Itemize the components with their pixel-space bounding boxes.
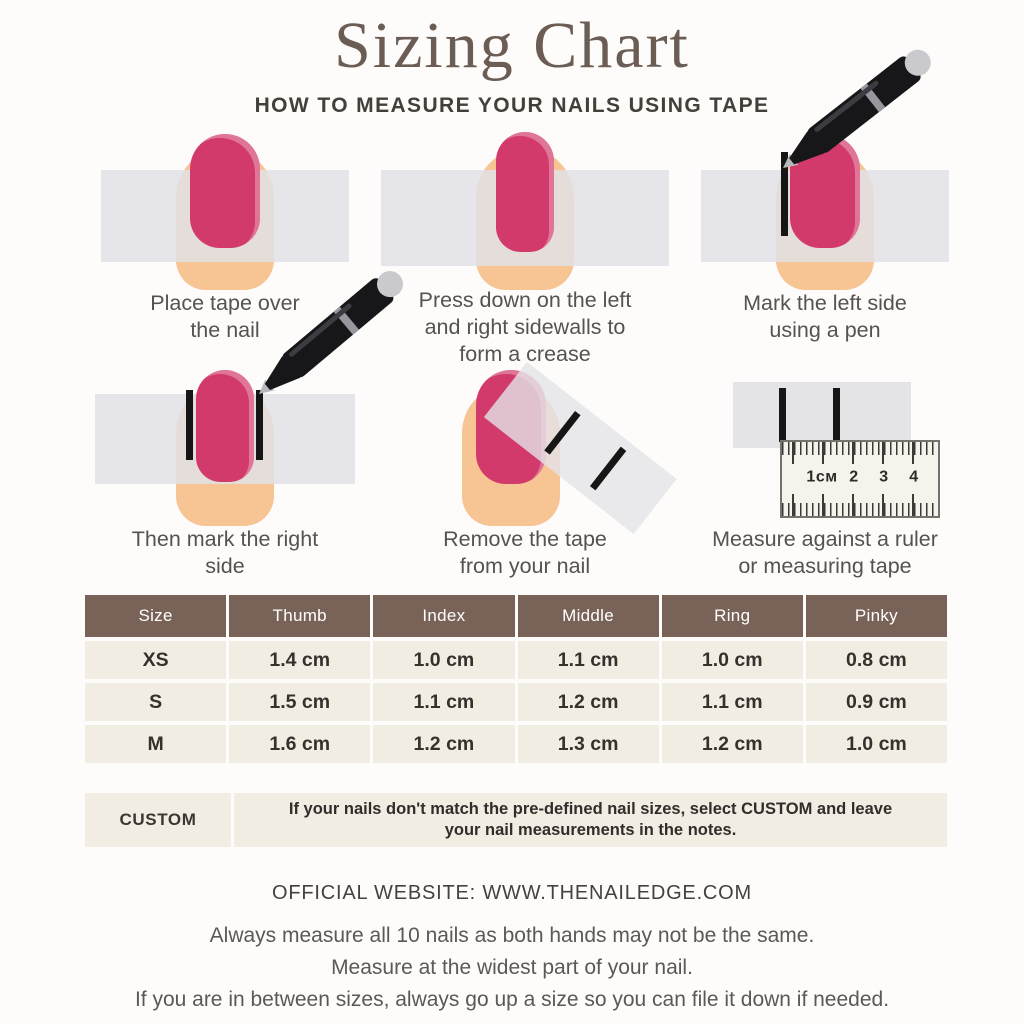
size-table: Size Thumb Index Middle Ring Pinky XS 1.… bbox=[85, 595, 947, 767]
ruler-graphic: 1ᴄᴍ 2 3 4 bbox=[780, 440, 940, 518]
step-5-caption: Remove the tape from your nail bbox=[443, 527, 607, 578]
page-title: Sizing Chart bbox=[334, 9, 690, 82]
custom-note: If your nails don't match the pre-define… bbox=[288, 799, 893, 839]
pen-mark-left bbox=[781, 152, 788, 236]
step-1: Place tape over the nail bbox=[75, 132, 375, 368]
custom-label: CUSTOM bbox=[119, 810, 197, 829]
step-2-illustration bbox=[375, 132, 675, 290]
cell-size: S bbox=[85, 683, 227, 721]
col-header-thumb: Thumb bbox=[229, 595, 371, 637]
col-header-index: Index bbox=[373, 595, 515, 637]
cell-value: 1.2 cm bbox=[373, 725, 515, 763]
table-row-xs: XS 1.4 cm 1.0 cm 1.1 cm 1.0 cm 0.8 cm bbox=[85, 641, 947, 679]
col-header-middle: Middle bbox=[517, 595, 659, 637]
step-4: Then mark the right side bbox=[75, 271, 403, 580]
official-website-line: OFFICIAL WEBSITE: WWW.THENAILEDGE.COM bbox=[272, 882, 752, 904]
cell-size: XS bbox=[85, 641, 227, 679]
table-header-row: Size Thumb Index Middle Ring Pinky bbox=[85, 595, 947, 637]
footer-notes: Always measure all 10 nails as both hand… bbox=[0, 920, 1024, 1016]
nail-graphic bbox=[190, 134, 260, 248]
pen-icon bbox=[259, 271, 403, 394]
step-6-illustration: 1ᴄᴍ 2 3 4 bbox=[675, 368, 975, 518]
ruler-label: 4 bbox=[909, 468, 919, 486]
cell-value: 1.1 cm bbox=[517, 641, 659, 679]
cell-value: 1.3 cm bbox=[517, 725, 659, 763]
ruler-label: 2 bbox=[849, 468, 859, 486]
cell-value: 1.0 cm bbox=[661, 641, 803, 679]
cell-size: M bbox=[85, 725, 227, 763]
ruler-label: 3 bbox=[879, 468, 889, 486]
ruler-ticks-bottom bbox=[782, 494, 938, 516]
custom-size-row: CUSTOM If your nails don't match the pre… bbox=[85, 793, 947, 847]
step-2: Press down on the left and right sidewal… bbox=[375, 132, 675, 368]
pen-mark-right bbox=[833, 388, 840, 442]
col-header-size: Size bbox=[85, 595, 227, 637]
step-3-illustration bbox=[675, 49, 975, 290]
pen-icon bbox=[783, 49, 931, 168]
step-5: Remove the tape from your nail bbox=[375, 362, 677, 580]
pen-mark-left bbox=[186, 390, 193, 460]
cell-value: 1.1 cm bbox=[661, 683, 803, 721]
ruler-label: 1ᴄᴍ bbox=[806, 468, 838, 486]
cell-value: 1.5 cm bbox=[229, 683, 371, 721]
step-6-caption: Measure against a ruler or measuring tap… bbox=[712, 527, 938, 578]
table-row-s: S 1.5 cm 1.1 cm 1.2 cm 1.1 cm 0.9 cm bbox=[85, 683, 947, 721]
col-header-ring: Ring bbox=[661, 595, 803, 637]
cell-value: 1.6 cm bbox=[229, 725, 371, 763]
step-5-illustration bbox=[375, 362, 677, 535]
cell-value: 0.8 cm bbox=[805, 641, 947, 679]
ruler-ticks-top bbox=[782, 442, 938, 464]
nail-graphic bbox=[496, 132, 554, 252]
nail-graphic bbox=[196, 370, 254, 482]
pen-mark-right bbox=[256, 390, 263, 460]
step-1-caption: Place tape over the nail bbox=[150, 291, 300, 342]
footer-line: Measure at the widest part of your nail. bbox=[331, 956, 693, 979]
step-3: Mark the left side using a pen bbox=[675, 49, 975, 368]
steps-grid: Place tape over the nail Press down on t… bbox=[75, 49, 975, 580]
step-4-illustration bbox=[75, 271, 403, 526]
cell-value: 1.4 cm bbox=[229, 641, 371, 679]
col-header-pinky: Pinky bbox=[805, 595, 947, 637]
pen-mark-right bbox=[589, 446, 627, 491]
step-6: 1ᴄᴍ 2 3 4 Measure against a ruler or mea… bbox=[675, 368, 975, 580]
cell-value: 1.0 cm bbox=[805, 725, 947, 763]
step-3-caption: Mark the left side using a pen bbox=[743, 291, 907, 342]
step-1-illustration bbox=[75, 132, 375, 290]
page-subtitle: HOW TO MEASURE YOUR NAILS USING TAPE bbox=[254, 94, 770, 117]
pen-mark-left bbox=[779, 388, 786, 442]
footer-line: Always measure all 10 nails as both hand… bbox=[209, 924, 815, 947]
tape-graphic bbox=[733, 382, 911, 448]
footer-line: If you are in between sizes, always go u… bbox=[134, 988, 890, 1011]
cell-value: 1.2 cm bbox=[517, 683, 659, 721]
cell-value: 0.9 cm bbox=[805, 683, 947, 721]
cell-value: 1.1 cm bbox=[373, 683, 515, 721]
pen-mark-left bbox=[544, 410, 581, 455]
cell-value: 1.2 cm bbox=[661, 725, 803, 763]
table-row-m: M 1.6 cm 1.2 cm 1.3 cm 1.2 cm 1.0 cm bbox=[85, 725, 947, 763]
cell-value: 1.0 cm bbox=[373, 641, 515, 679]
step-2-caption: Press down on the left and right sidewal… bbox=[418, 288, 632, 366]
step-4-caption: Then mark the right side bbox=[131, 527, 319, 578]
ruler-labels: 1ᴄᴍ 2 3 4 bbox=[782, 469, 938, 489]
